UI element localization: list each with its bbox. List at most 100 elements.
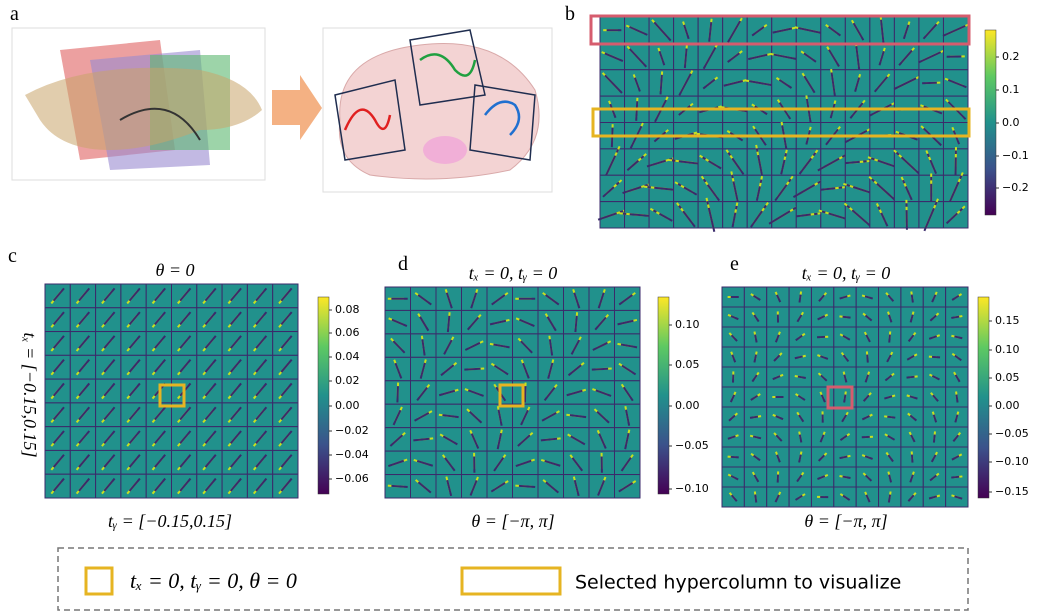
filter-stripe [945, 212, 959, 225]
legend-box [57, 547, 969, 611]
filter-stripe [604, 74, 623, 94]
filter-stripe [954, 414, 959, 423]
filter-stripe [864, 374, 870, 383]
filter-stripe [440, 364, 455, 377]
filter-stripe [446, 479, 453, 497]
filter-stripe [497, 409, 503, 426]
filter-stripe [179, 406, 192, 421]
highlight-row [589, 14, 971, 46]
filter-cell [844, 174, 871, 203]
filter-stripe [204, 382, 217, 397]
filter-stripe [566, 389, 583, 397]
filter-stripe [748, 80, 774, 87]
filter-stripe [520, 409, 529, 426]
filter-stripe [280, 287, 293, 302]
filter-stripe [204, 477, 217, 492]
filter-stripe [683, 24, 690, 40]
filter-stripe [683, 48, 688, 69]
filter-stripe [904, 186, 913, 201]
filter-stripe [523, 386, 527, 403]
filter-stripe [442, 435, 458, 446]
filter-stripe [624, 432, 630, 450]
filter-stripe [78, 406, 91, 421]
filter-stripe [773, 53, 798, 61]
filter-stripe [955, 394, 959, 403]
filter-stripe [229, 406, 242, 421]
filter-stripe [204, 335, 217, 349]
filter-stripe [928, 495, 938, 500]
filter-stripe [929, 159, 938, 174]
filter-stripe [817, 157, 840, 172]
filter-stripe [907, 494, 915, 502]
filter-stripe [900, 156, 921, 175]
filter-stripe [128, 406, 141, 421]
legend-text: tₓ = 0, tᵧ = 0, θ = 0 [130, 568, 297, 593]
filter-stripe [128, 359, 141, 373]
filter-stripe [792, 184, 816, 199]
filter-stripe [491, 294, 506, 306]
filter-stripe [154, 477, 166, 492]
filter-stripe [545, 294, 560, 306]
filter-stripe [820, 374, 828, 382]
filter-stripe [862, 394, 870, 402]
filter-stripe [416, 386, 428, 401]
filter-stripe [597, 479, 606, 496]
filter-stripe [620, 343, 638, 349]
filter-stripe [103, 335, 116, 349]
highlight-cell [498, 383, 525, 408]
filter-stripe [466, 316, 480, 331]
filter-stripe [707, 207, 716, 233]
filter-stripe [706, 184, 721, 202]
colorbar-tick-label: 0.08 [335, 303, 360, 316]
filter-stripe [866, 354, 869, 363]
filter-stripe [493, 343, 510, 349]
filter-stripe [750, 394, 759, 401]
x-axis-label: θ = [−π, π] [804, 511, 887, 531]
filter-stripe [596, 410, 610, 424]
colorbar-tick-label: −0.2 [1002, 181, 1029, 194]
filter-stripe [845, 160, 860, 165]
filter-stripe [888, 474, 893, 483]
highlight-row [591, 107, 971, 138]
filter-stripe [518, 318, 535, 327]
filter-stripe [52, 406, 65, 421]
filter-stripe [774, 184, 788, 202]
filter-stripe [540, 437, 558, 442]
filter-stripe [416, 460, 434, 467]
filter-stripe [803, 52, 817, 63]
filter-stripe [103, 454, 116, 468]
filter-stripe [928, 335, 938, 340]
filter-stripe [678, 73, 692, 96]
filter-stripe [796, 314, 803, 323]
filter-stripe [682, 210, 696, 228]
filter-stripe [280, 311, 293, 326]
filter-stripe [520, 340, 533, 354]
filter-stripe [842, 315, 851, 319]
colorbar-tick-label: −0.02 [335, 424, 369, 437]
filter-stripe [179, 311, 192, 326]
cheetah-image [11, 27, 266, 181]
filter-stripe [255, 382, 268, 397]
filter-stripe [731, 354, 737, 363]
filter-stripe [775, 434, 783, 442]
filter-stripe [951, 475, 960, 479]
filter-stripe [842, 334, 851, 341]
filter-stripe [567, 364, 582, 377]
filter-stripe [830, 72, 837, 97]
filter-stripe [229, 430, 242, 445]
filter-stripe [929, 314, 937, 322]
filter-stripe [780, 159, 786, 175]
filter-stripe [574, 315, 578, 333]
filter-stripe [797, 394, 806, 401]
legend-marker [460, 566, 562, 596]
filter-stripe [618, 294, 633, 306]
filter-stripe [255, 359, 268, 373]
filter-stripe [179, 335, 192, 349]
filter-stripe [570, 339, 581, 355]
filter-stripe [794, 494, 803, 501]
filter-stripe [817, 315, 826, 321]
filter-stripe [544, 460, 561, 467]
filter-stripe [774, 494, 780, 503]
filter-stripe [877, 159, 897, 168]
